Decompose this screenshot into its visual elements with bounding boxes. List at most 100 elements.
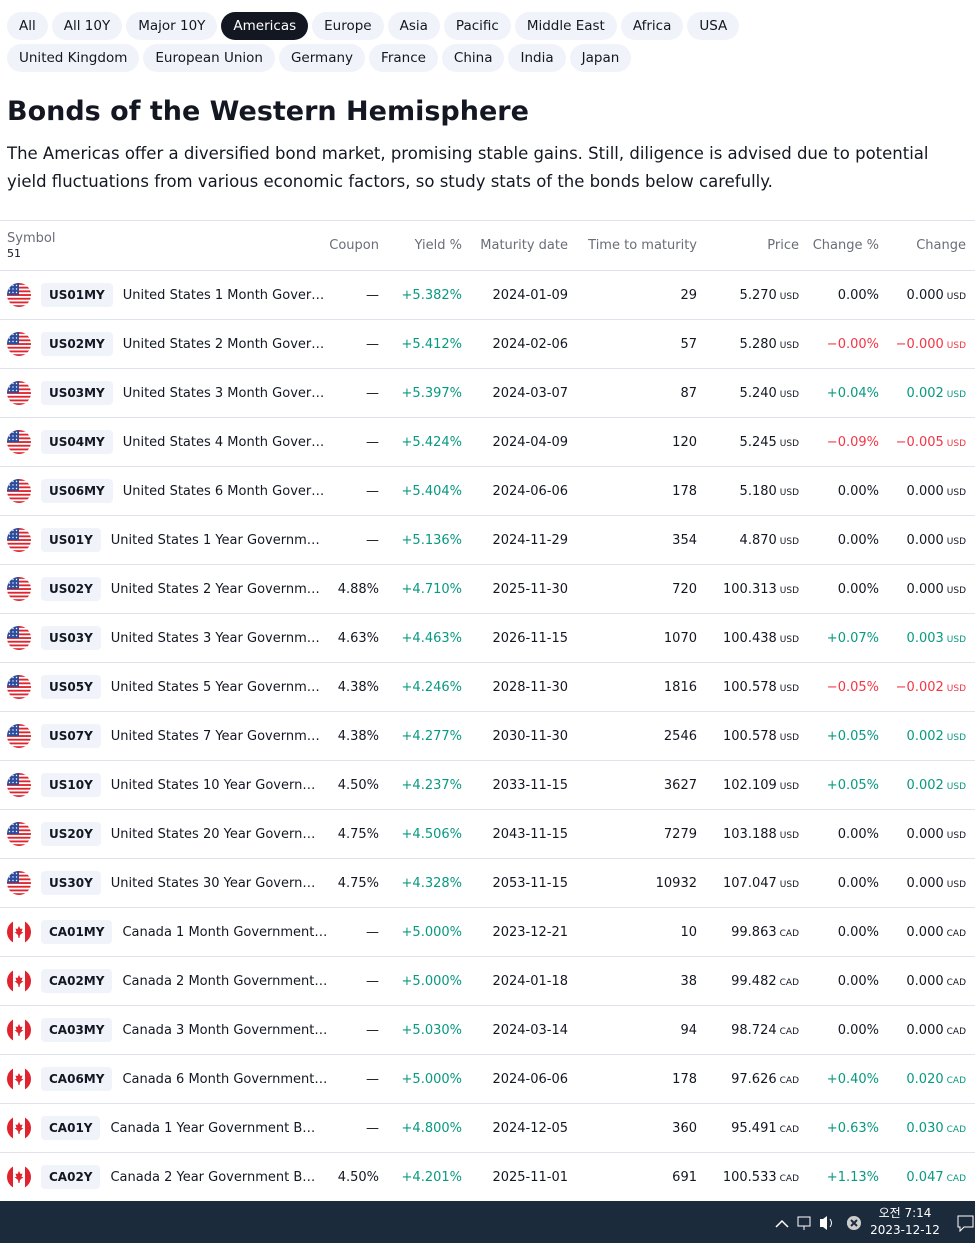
country-flag [7,626,31,650]
ticker-badge[interactable]: CA02MY [41,969,113,993]
tray-icons[interactable] [772,1201,852,1243]
currency: USD [946,634,966,645]
notification-mute[interactable] [847,1213,867,1233]
currency: CAD [779,1075,799,1086]
bond-name[interactable]: United States 6 Month Gover… [122,483,325,499]
clock[interactable]: 오전 7:14 2023-12-12 [862,1205,948,1239]
filter-tab[interactable]: European Union [143,44,275,72]
bond-name[interactable]: United States 3 Month Gover… [122,385,325,401]
bond-name[interactable]: United States 30 Year Govern… [110,875,316,891]
symbol-cell: US04MY United States 4 Month Gover… [0,417,324,467]
ticker-badge[interactable]: CA03MY [41,1018,113,1042]
ticker-badge[interactable]: US03Y [41,626,101,650]
ticker-badge[interactable]: US02MY [41,332,113,356]
ticker-badge[interactable]: US01MY [41,283,113,307]
bond-name[interactable]: United States 20 Year Govern… [110,826,316,842]
header-cell[interactable]: Maturity date [471,220,577,271]
header-cell[interactable]: Yield % [388,220,471,271]
country-flag [7,1116,31,1140]
change-cell: −0.005 USD [888,417,975,467]
header-cell[interactable]: Change % [808,220,888,271]
change-percent: 0.00% [808,907,888,957]
ticker-badge[interactable]: US02Y [41,577,101,601]
filter-tab[interactable]: Pacific [443,12,511,40]
ticker-badge[interactable]: US01Y [41,528,101,552]
ticker-badge[interactable]: US04MY [41,430,113,454]
header-cell[interactable]: Coupon [318,220,388,271]
filter-tab[interactable]: Asia [387,12,440,40]
filter-tab[interactable]: All [7,12,48,40]
currency: USD [779,536,799,547]
currency: USD [779,389,799,400]
filter-tab[interactable]: Japan [569,44,632,72]
bond-name[interactable]: United States 1 Year Governm… [110,532,320,548]
time-to-maturity: 178 [577,466,706,516]
coupon: 4.50% [318,760,388,810]
coupon: — [318,319,388,369]
bond-name[interactable]: Canada 2 Year Government B… [110,1169,316,1185]
currency: CAD [946,1173,966,1184]
bond-name[interactable]: Canada 6 Month Government… [122,1071,328,1087]
filter-tab[interactable]: USA [687,12,740,40]
header-cell[interactable]: Price [706,220,808,271]
ticker-badge[interactable]: US06MY [41,479,113,503]
maturity-date: 2024-03-07 [471,368,577,418]
bond-name[interactable]: Canada 2 Month Government… [122,973,328,989]
yield: +5.382% [388,270,471,320]
currency: CAD [779,1173,799,1184]
filter-tab[interactable]: Middle East [514,12,617,40]
country-flag [7,1018,31,1042]
filter-tab[interactable]: China [441,44,505,72]
filter-tab[interactable]: Africa [620,12,684,40]
bond-name[interactable]: United States 5 Year Governm… [110,679,320,695]
header-cell[interactable]: Change [888,220,975,271]
price: 99.482 [731,973,777,989]
ticker-badge[interactable]: CA02Y [41,1165,101,1189]
bond-name[interactable]: United States 1 Month Gover… [122,287,325,303]
change-cell: 0.002 USD [888,760,975,810]
ticker-badge[interactable]: CA01MY [41,920,113,944]
ticker-badge[interactable]: US20Y [41,822,101,846]
time-to-maturity: 38 [577,956,706,1006]
header-cell[interactable]: Time to maturity [577,220,706,271]
ticker-badge[interactable]: CA06MY [41,1067,113,1091]
coupon: — [318,270,388,320]
bond-row: US10Y United States 10 Year Govern… 4.50% +… [0,760,975,810]
bond-name[interactable]: United States 2 Month Gover… [122,336,325,352]
coupon: — [318,417,388,467]
ticker-badge[interactable]: US30Y [41,871,101,895]
currency: USD [946,389,966,400]
change: 0.003 [906,630,944,646]
filter-tab[interactable]: All 10Y [51,12,123,40]
filter-tab[interactable]: France [369,44,438,72]
ticker-badge[interactable]: US03MY [41,381,113,405]
filter-tab[interactable]: India [508,44,566,72]
currency: CAD [946,1026,966,1037]
bond-name[interactable]: Canada 1 Year Government B… [110,1120,316,1136]
coupon: 4.88% [318,564,388,614]
action-center[interactable] [956,1213,975,1233]
maturity-date: 2024-01-09 [471,270,577,320]
time-to-maturity: 720 [577,564,706,614]
filter-tab[interactable]: Major 10Y [126,12,218,40]
ticker-badge[interactable]: US10Y [41,773,101,797]
filter-tab[interactable]: Americas [221,12,309,40]
filter-tab[interactable]: Europe [312,12,384,40]
symbol-cell: US02Y United States 2 Year Governm… [0,564,320,614]
bond-name[interactable]: United States 2 Year Governm… [110,581,320,597]
bond-name[interactable]: United States 7 Year Governm… [110,728,320,744]
filter-tab[interactable]: Germany [278,44,366,72]
currency: USD [946,879,966,890]
ticker-badge[interactable]: US07Y [41,724,101,748]
ticker-badge[interactable]: US05Y [41,675,101,699]
bond-name[interactable]: Canada 1 Month Government… [122,924,328,940]
country-flag [7,822,31,846]
currency: USD [779,683,799,694]
bond-name[interactable]: United States 4 Month Gover… [122,434,325,450]
yield: +5.397% [388,368,471,418]
bond-name[interactable]: United States 3 Year Governm… [110,630,320,646]
bond-name[interactable]: United States 10 Year Govern… [110,777,316,793]
bond-name[interactable]: Canada 3 Month Government… [122,1022,328,1038]
ticker-badge[interactable]: CA01Y [41,1116,101,1140]
filter-tab[interactable]: United Kingdom [7,44,140,72]
